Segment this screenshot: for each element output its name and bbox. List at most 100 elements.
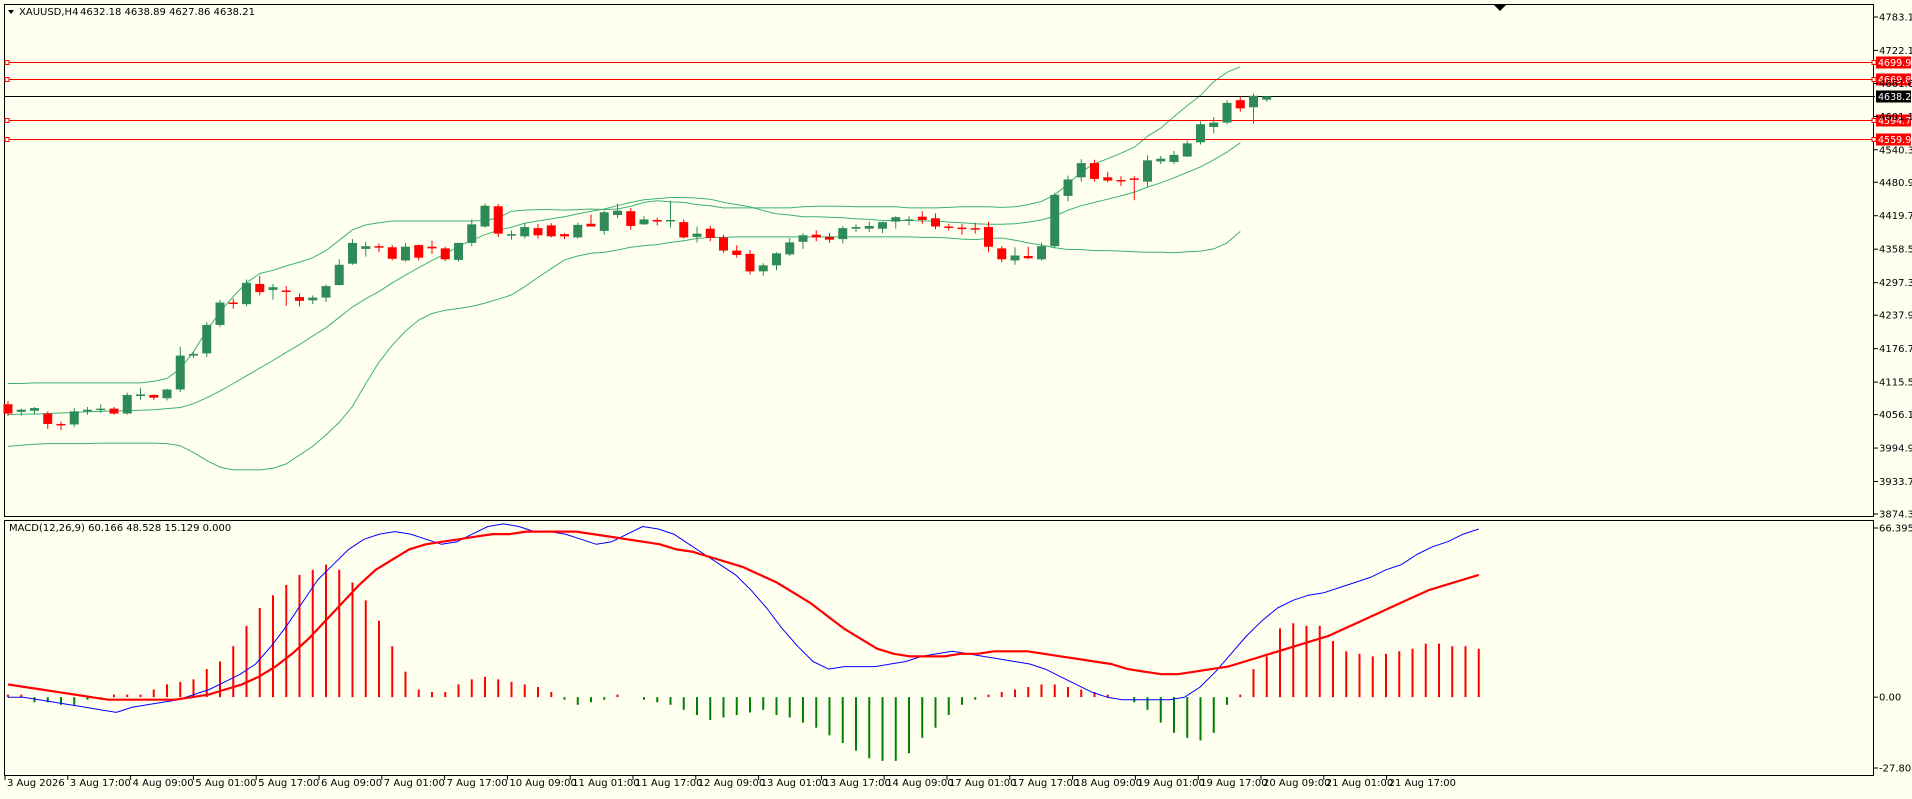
candle-body bbox=[798, 235, 808, 242]
candle-body bbox=[16, 409, 26, 412]
time-tick-label: 13 Aug 17:00 bbox=[823, 778, 890, 789]
candle-body bbox=[679, 222, 689, 238]
candle-body bbox=[1076, 163, 1086, 178]
price-tick-label: 4358.50 bbox=[1879, 245, 1912, 256]
candle bbox=[1116, 176, 1126, 187]
candle-body bbox=[202, 324, 212, 354]
candle bbox=[970, 222, 980, 234]
time-tick-label: 13 Aug 01:00 bbox=[761, 778, 828, 789]
candle-body bbox=[639, 219, 649, 225]
candle-body bbox=[1023, 256, 1033, 259]
candle-body bbox=[719, 237, 728, 251]
candle-body bbox=[295, 297, 304, 301]
candle bbox=[427, 240, 437, 254]
macd-axis: 66.395 0.00 -27.808 bbox=[1874, 524, 1912, 775]
candle bbox=[944, 223, 954, 231]
candle bbox=[878, 221, 887, 234]
price-tick-label: 4480.90 bbox=[1879, 178, 1912, 189]
candle bbox=[520, 222, 530, 239]
candle bbox=[228, 298, 238, 309]
candle-body bbox=[480, 205, 490, 227]
candle bbox=[414, 244, 424, 261]
candle bbox=[546, 223, 556, 238]
time-tick-label: 19 Aug 17:00 bbox=[1200, 778, 1267, 789]
candle-body bbox=[560, 234, 569, 237]
candle bbox=[149, 394, 159, 400]
price-tick-label: 3994.90 bbox=[1879, 444, 1912, 455]
time-tick-label: 19 Aug 01:00 bbox=[1137, 778, 1204, 789]
time-tick-label: 7 Aug 17:00 bbox=[447, 778, 508, 789]
candle-body bbox=[825, 236, 834, 240]
candle-body bbox=[533, 228, 543, 236]
candle bbox=[454, 242, 463, 262]
candle-body bbox=[573, 224, 583, 238]
price-level-handle bbox=[4, 137, 10, 142]
candle-body bbox=[3, 404, 13, 414]
time-axis: 3 Aug 2026 3 Aug 17:00 4 Aug 09:00 5 Aug 01… bbox=[4, 776, 1456, 789]
candle-body bbox=[1235, 100, 1245, 109]
price-level-tag-label: 4594.73 bbox=[1878, 116, 1912, 127]
candle bbox=[864, 221, 874, 232]
candle bbox=[69, 408, 79, 427]
macd-panel[interactable] bbox=[4, 520, 1874, 776]
candle bbox=[175, 346, 185, 393]
bollinger-lower-line bbox=[7, 231, 1241, 471]
candle-body bbox=[917, 216, 927, 220]
candle-body bbox=[838, 228, 848, 240]
price-tick-label: 4297.30 bbox=[1879, 278, 1912, 289]
candle bbox=[56, 421, 66, 430]
current-price-tag bbox=[1876, 90, 1911, 103]
candle bbox=[507, 230, 516, 240]
candle-body bbox=[1129, 178, 1139, 180]
candle bbox=[599, 210, 609, 235]
price-level-handle bbox=[4, 60, 10, 65]
price-level-handle bbox=[4, 77, 10, 82]
candle-body bbox=[136, 394, 145, 397]
candle-body bbox=[454, 242, 463, 260]
candle bbox=[109, 406, 119, 415]
candle bbox=[1196, 121, 1205, 145]
candle-body bbox=[281, 290, 291, 292]
candle bbox=[1076, 159, 1086, 182]
candle bbox=[957, 223, 967, 235]
candle-body bbox=[626, 211, 636, 226]
time-tick-label: 20 Aug 09:00 bbox=[1263, 778, 1330, 789]
candle bbox=[1262, 95, 1272, 102]
candle-body bbox=[162, 389, 172, 399]
candle bbox=[361, 241, 371, 257]
macd-histogram bbox=[7, 564, 1480, 761]
candle-body bbox=[268, 287, 278, 290]
candle bbox=[626, 207, 636, 230]
candlesticks bbox=[3, 93, 1272, 430]
candle-body bbox=[374, 246, 384, 248]
candle bbox=[215, 299, 225, 328]
chart-shift-marker[interactable] bbox=[1494, 5, 1506, 11]
candle bbox=[533, 223, 543, 239]
macd-tick-label: 66.395 bbox=[1879, 524, 1912, 535]
candle bbox=[798, 233, 808, 249]
candle bbox=[308, 295, 318, 305]
chart-menu-arrow-icon[interactable] bbox=[8, 10, 14, 14]
time-tick-label: 11 Aug 01:00 bbox=[572, 778, 639, 789]
price-panel[interactable] bbox=[4, 4, 1874, 517]
candle bbox=[493, 204, 503, 237]
bollinger-middle-line bbox=[7, 142, 1241, 416]
candle-body bbox=[1050, 194, 1060, 247]
candle bbox=[811, 230, 821, 242]
price-level-tag bbox=[1876, 133, 1911, 146]
candle bbox=[374, 243, 384, 253]
candle bbox=[1209, 117, 1219, 134]
candle-body bbox=[1169, 154, 1179, 162]
candle-body bbox=[321, 286, 331, 298]
candle-body bbox=[1037, 246, 1046, 260]
candle bbox=[189, 351, 198, 358]
candle-body bbox=[931, 218, 940, 227]
candle bbox=[1235, 96, 1245, 112]
candle bbox=[613, 203, 622, 219]
price-level-handle bbox=[4, 118, 10, 123]
price-tick-label: 3933.70 bbox=[1879, 477, 1912, 488]
price-tick-label: 4056.10 bbox=[1879, 410, 1912, 421]
time-tick-label: 3 Aug 17:00 bbox=[70, 778, 131, 789]
